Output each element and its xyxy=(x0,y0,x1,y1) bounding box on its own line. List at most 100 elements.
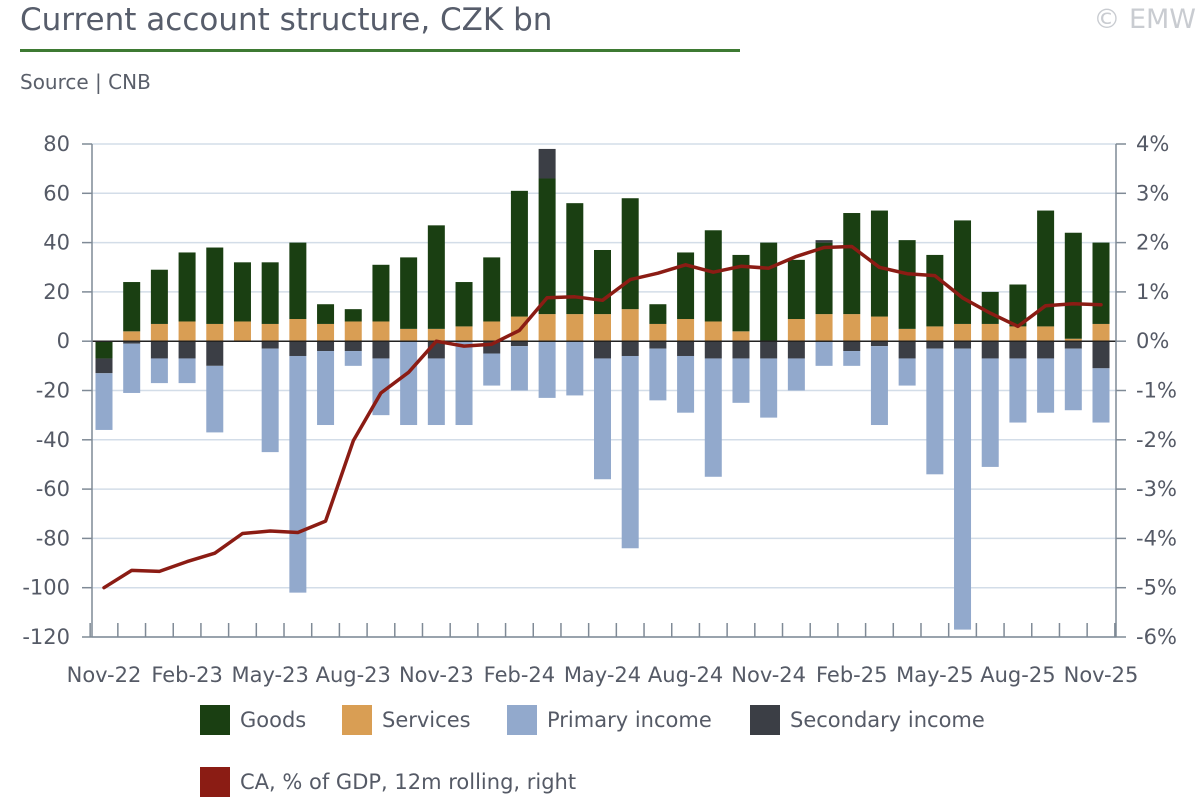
x-tick-label: May-24 xyxy=(564,663,641,687)
x-tick-label: Feb-23 xyxy=(151,663,222,687)
bar-goods xyxy=(510,190,528,317)
bar-primary-income xyxy=(1037,358,1055,413)
bar-primary-income xyxy=(344,351,362,366)
bar-primary-income xyxy=(538,341,556,398)
bar-primary-income xyxy=(206,365,224,433)
bar-goods xyxy=(372,264,390,322)
y-left-tick-label: -20 xyxy=(36,379,70,403)
bar-services xyxy=(178,321,196,342)
bar-goods xyxy=(898,240,916,329)
bar-primary-income xyxy=(760,358,778,418)
bar-secondary-income xyxy=(317,341,335,352)
legend-label-secondary-income: Secondary income xyxy=(790,708,985,732)
x-tick-label: Aug-24 xyxy=(648,663,723,687)
y-left-tick-label: -100 xyxy=(22,576,70,600)
x-tick-label: Feb-24 xyxy=(484,663,555,687)
bar-secondary-income xyxy=(150,341,168,359)
bar-services xyxy=(732,331,750,342)
legend-ca-line: CA, % of GDP, 12m rolling, right xyxy=(200,767,576,797)
bar-secondary-income xyxy=(870,341,888,347)
bar-secondary-income xyxy=(898,341,916,359)
bar-secondary-income xyxy=(178,341,196,359)
bar-goods xyxy=(289,242,307,320)
bar-primary-income xyxy=(815,341,833,366)
bar-services xyxy=(344,321,362,342)
bar-primary-income xyxy=(926,348,944,475)
bar-secondary-income xyxy=(594,341,611,359)
legend-swatch-secondary-income xyxy=(750,705,780,735)
bar-goods xyxy=(566,203,584,315)
bar-goods xyxy=(233,262,251,322)
bar-services xyxy=(150,323,168,342)
y-left-tick-label: 20 xyxy=(43,280,70,304)
bar-primary-income xyxy=(954,348,972,630)
bar-goods xyxy=(483,257,501,322)
bar-goods xyxy=(1064,232,1082,339)
bar-services xyxy=(1009,326,1027,342)
bar-services xyxy=(455,326,473,342)
bar-goods xyxy=(843,213,861,315)
y-left-tick-label: 40 xyxy=(43,231,70,255)
bar-goods xyxy=(400,257,418,329)
legend-swatch-ca-line xyxy=(200,767,230,797)
y-right-tick-label: -5% xyxy=(1136,576,1177,600)
bar-services xyxy=(123,331,141,342)
bar-primary-income xyxy=(178,358,196,384)
bar-goods xyxy=(760,242,778,342)
bar-secondary-income xyxy=(649,341,667,349)
x-tick-label: Nov-24 xyxy=(731,663,806,687)
bar-services xyxy=(538,314,556,342)
bar-primary-income xyxy=(123,343,141,393)
bar-goods xyxy=(206,247,224,324)
bar-services xyxy=(954,323,972,342)
bar-services xyxy=(843,314,861,342)
y-left-tick-label: -120 xyxy=(22,625,70,649)
y-right-tick-label: -2% xyxy=(1136,428,1177,452)
bar-primary-income xyxy=(1009,358,1027,423)
ca-line xyxy=(102,244,1103,590)
x-tick-label: May-23 xyxy=(231,663,308,687)
bar-goods xyxy=(150,269,168,324)
bar-primary-income xyxy=(289,355,307,593)
bar-services xyxy=(649,323,667,342)
bar-secondary-income xyxy=(815,240,833,243)
bar-goods xyxy=(344,309,362,322)
bar-goods xyxy=(870,210,888,317)
bar-secondary-income xyxy=(344,341,362,352)
y-left-tick-label: -40 xyxy=(36,428,70,452)
bar-primary-income xyxy=(483,353,501,386)
bar-primary-income xyxy=(621,355,639,549)
y-left-tick-label: 0 xyxy=(57,329,70,353)
bar-services xyxy=(981,323,999,342)
bar-goods xyxy=(95,341,113,359)
chart-title: Current account structure, CZK bn xyxy=(20,2,553,38)
bar-primary-income xyxy=(150,358,168,384)
bar-secondary-income xyxy=(787,341,805,359)
bar-goods xyxy=(317,304,335,324)
y-right-tick-label: -1% xyxy=(1136,379,1177,403)
bar-primary-income xyxy=(787,358,805,391)
bar-goods xyxy=(954,220,972,324)
bar-secondary-income xyxy=(843,341,861,352)
bar-secondary-income xyxy=(538,148,556,179)
bar-secondary-income xyxy=(123,341,141,344)
bar-primary-income xyxy=(870,346,888,426)
y-right-tick-label: -6% xyxy=(1136,625,1177,649)
bar-primary-income xyxy=(95,373,113,430)
bar-primary-income xyxy=(510,346,528,391)
copyright-watermark: © EMW xyxy=(1093,4,1196,35)
bar-services xyxy=(317,323,335,342)
bar-primary-income xyxy=(427,358,445,426)
bar-secondary-income xyxy=(621,341,639,356)
bar-primary-income xyxy=(400,341,418,426)
bar-secondary-income xyxy=(510,341,528,347)
bar-secondary-income xyxy=(677,341,695,356)
bar-secondary-income xyxy=(926,341,944,349)
bar-secondary-income xyxy=(1092,341,1110,369)
bar-primary-income xyxy=(843,351,861,366)
bar-secondary-income xyxy=(954,341,972,349)
legend-swatch-primary-income xyxy=(507,705,537,735)
bar-services xyxy=(926,326,944,342)
bar-primary-income xyxy=(898,358,916,386)
bar-goods xyxy=(1092,242,1110,324)
